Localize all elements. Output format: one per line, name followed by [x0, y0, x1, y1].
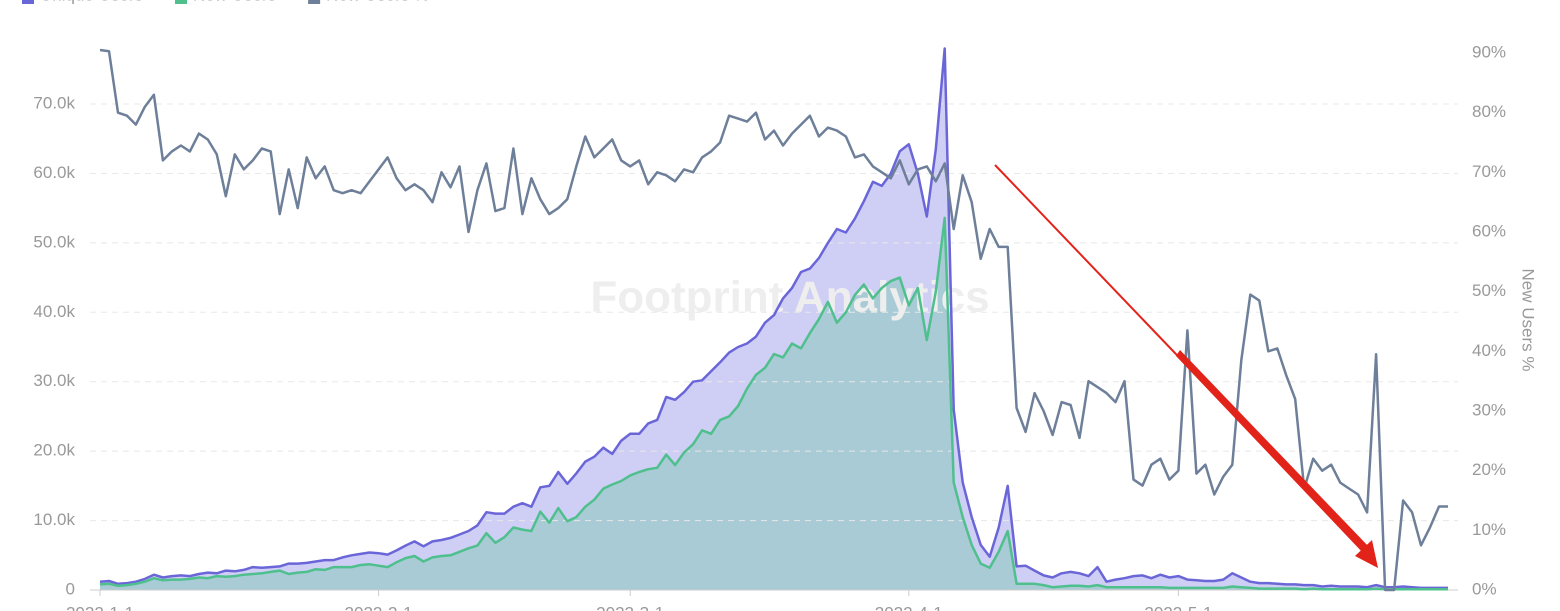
x-tick-label: 2022-4-1: [875, 603, 943, 611]
legend-swatch: [308, 0, 321, 4]
area: [100, 217, 1448, 590]
arrow-head: [1355, 540, 1378, 568]
x-tick-label: 2022-5-1: [1144, 603, 1212, 611]
y2-tick-label: 40%: [1472, 341, 1506, 360]
y-tick-label: 10.0k: [33, 510, 75, 529]
legend-label: Unique Users: [40, 0, 143, 4]
background-layer: [100, 48, 1448, 590]
legend-label: New Users %: [326, 0, 429, 4]
arrow-shaft: [1176, 350, 1370, 554]
y2-axis-label: New Users %: [1519, 269, 1538, 372]
y-tick-label: 50.0k: [33, 232, 75, 251]
y-tick-label: 0: [66, 579, 75, 598]
y2-tick-label: 30%: [1472, 400, 1506, 419]
line: [99, 216, 1448, 591]
x-tick-label: 2022-1-1: [66, 603, 134, 611]
legend-swatch: [22, 0, 34, 4]
legend-label: New Users: [193, 0, 276, 4]
y2-tick-label: 70%: [1472, 162, 1506, 181]
y2-tick-label: 60%: [1472, 221, 1506, 240]
line: [99, 48, 1448, 592]
y-tick-label: 20.0k: [33, 441, 75, 460]
y-tick-label: 70.0k: [33, 94, 75, 113]
x-tick-label: 2022-3-1: [596, 603, 664, 611]
x-tick-label: 2022-2-1: [345, 603, 413, 611]
y2-tick-label: 80%: [1472, 102, 1506, 121]
line: [99, 47, 1448, 590]
watermark: Footprint Analytics: [590, 273, 989, 322]
y-tick-label: 40.0k: [33, 302, 75, 321]
y2-tick-label: 20%: [1472, 460, 1506, 479]
y2-tick-label: 50%: [1472, 281, 1506, 300]
y-tick-label: 60.0k: [33, 163, 75, 182]
y2-tick-label: 0%: [1472, 579, 1497, 598]
y2-tick-label: 90%: [1472, 42, 1506, 61]
y-tick-label: 30.0k: [33, 371, 75, 390]
area: [100, 48, 1448, 590]
legend-swatch: [175, 0, 187, 4]
y2-tick-label: 10%: [1472, 520, 1506, 539]
